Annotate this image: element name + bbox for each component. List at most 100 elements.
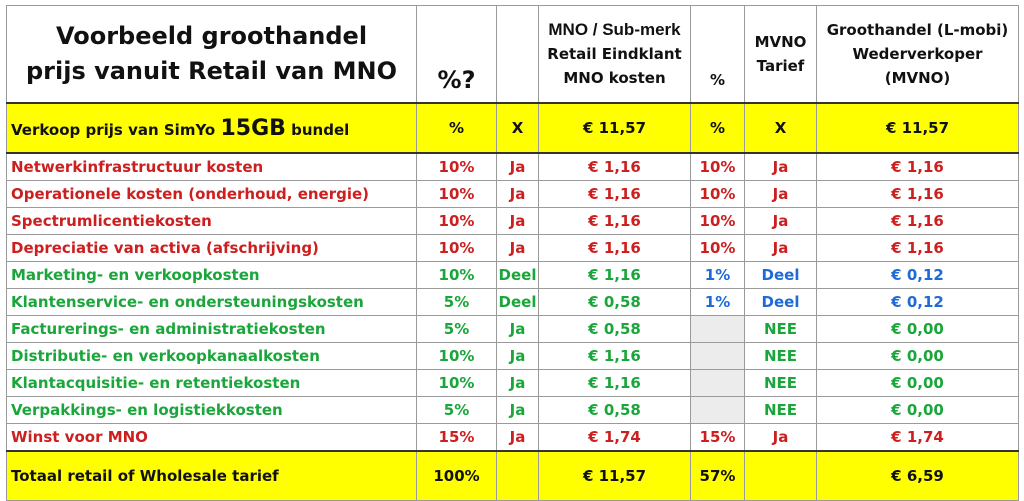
row-included: Ja (496, 423, 539, 452)
row-mno-cost: € 1,16 (538, 152, 691, 181)
row-mno-cost: € 1,16 (538, 261, 691, 289)
table-title: Voorbeeld groothandel prijs vanuit Retai… (6, 5, 417, 104)
header-wholesale-line-2: Wederverkoper (852, 45, 983, 63)
row-percent-2: 10% (690, 207, 745, 235)
row-mno-cost: € 1,74 (538, 423, 691, 452)
row-percent: 10% (416, 207, 497, 235)
total-row: Totaal retail of Wholesale tarief 100% €… (6, 450, 1019, 501)
header-percent: % (690, 5, 745, 104)
row-mvno: Ja (744, 234, 817, 262)
row-percent: 10% (416, 342, 497, 370)
sell-price-label: Verkoop prijs van SimYo 15GB bundel (6, 102, 417, 154)
header-mno-line-3: MNO kosten (563, 69, 666, 87)
table-row: Netwerkinfrastructuur kosten 10% Ja € 1,… (6, 152, 1019, 181)
row-percent: 5% (416, 315, 497, 343)
total-mno: € 11,57 (538, 450, 691, 501)
row-label: Klantenservice- en ondersteuningskosten (6, 288, 417, 316)
row-percent-2: 1% (690, 261, 745, 289)
row-mvno: Deel (744, 288, 817, 316)
row-percent: 10% (416, 261, 497, 289)
row-mvno: Ja (744, 207, 817, 235)
header-mno-line-2: Retail Eindklant (547, 45, 682, 63)
total-percent: 100% (416, 450, 497, 501)
row-mno-cost: € 0,58 (538, 315, 691, 343)
title-line-2: prijs vanuit Retail van MNO (25, 57, 398, 85)
sell-percent-2: % (690, 102, 745, 154)
row-mno-cost: € 1,16 (538, 234, 691, 262)
total-percent-2: 57% (690, 450, 745, 501)
row-label: Spectrumlicentiekosten (6, 207, 417, 235)
row-wholesale: € 1,16 (816, 207, 1019, 235)
header-mvno-line-1: MVNO (754, 33, 807, 51)
wholesale-price-table: Voorbeeld groothandel prijs vanuit Retai… (6, 5, 1019, 501)
sell-wholesale-price: € 11,57 (816, 102, 1019, 154)
header-mno: MNO / Sub-merk Retail Eindklant MNO kost… (538, 5, 691, 104)
row-included: Deel (496, 261, 539, 289)
row-mvno: Deel (744, 261, 817, 289)
row-percent-2: 15% (690, 423, 745, 452)
row-wholesale: € 1,16 (816, 152, 1019, 181)
row-percent-2: 10% (690, 180, 745, 208)
header-wholesale-line-1: Groothandel (L-mobi) (826, 21, 1009, 39)
row-percent-2 (690, 315, 745, 343)
row-included: Ja (496, 396, 539, 424)
row-percent-2 (690, 369, 745, 397)
row-label: Winst voor MNO (6, 423, 417, 452)
row-wholesale: € 1,74 (816, 423, 1019, 452)
row-mno-cost: € 1,16 (538, 342, 691, 370)
row-percent: 10% (416, 369, 497, 397)
header-row: Voorbeeld groothandel prijs vanuit Retai… (6, 5, 1019, 104)
total-label: Totaal retail of Wholesale tarief (6, 450, 417, 501)
row-included: Ja (496, 369, 539, 397)
row-wholesale: € 0,00 (816, 369, 1019, 397)
row-label: Marketing- en verkoopkosten (6, 261, 417, 289)
row-mvno: Ja (744, 423, 817, 452)
table-row: Marketing- en verkoopkosten 10% Deel € 1… (6, 261, 1019, 289)
table-row: Depreciatie van activa (afschrijving) 10… (6, 234, 1019, 262)
row-wholesale: € 1,16 (816, 180, 1019, 208)
row-label: Facturerings- en administratiekosten (6, 315, 417, 343)
row-mno-cost: € 1,16 (538, 180, 691, 208)
sell-label-pre: Verkoop prijs van SimYo (11, 120, 221, 139)
row-wholesale: € 0,00 (816, 396, 1019, 424)
row-wholesale: € 1,16 (816, 234, 1019, 262)
row-included: Ja (496, 207, 539, 235)
row-included: Ja (496, 315, 539, 343)
row-included: Deel (496, 288, 539, 316)
table-row: Spectrumlicentiekosten 10% Ja € 1,16 10%… (6, 207, 1019, 235)
row-percent-2 (690, 396, 745, 424)
header-percent-question: %? (416, 5, 497, 104)
row-percent: 10% (416, 234, 497, 262)
row-wholesale: € 0,12 (816, 261, 1019, 289)
row-percent-2: 10% (690, 234, 745, 262)
row-percent-2: 10% (690, 152, 745, 181)
header-mvno: MVNO Tarief (744, 5, 817, 104)
header-wholesale: Groothandel (L-mobi) Wederverkoper (MVNO… (816, 5, 1019, 104)
row-percent: 5% (416, 288, 497, 316)
row-mno-cost: € 1,16 (538, 369, 691, 397)
row-mvno: NEE (744, 396, 817, 424)
total-empty-cell (496, 450, 539, 501)
row-label: Verpakkings- en logistiekkosten (6, 396, 417, 424)
row-percent: 15% (416, 423, 497, 452)
row-mvno: NEE (744, 342, 817, 370)
row-percent-2: 1% (690, 288, 745, 316)
row-included: Ja (496, 152, 539, 181)
sell-mno-price: € 11,57 (538, 102, 691, 154)
sell-price-row: Verkoop prijs van SimYo 15GB bundel % X … (6, 102, 1019, 154)
row-mvno: Ja (744, 152, 817, 181)
row-mvno: NEE (744, 369, 817, 397)
row-percent: 10% (416, 180, 497, 208)
row-wholesale: € 0,00 (816, 315, 1019, 343)
row-included: Ja (496, 234, 539, 262)
row-included: Ja (496, 342, 539, 370)
sell-label-post: bundel (285, 120, 350, 139)
row-label: Operationele kosten (onderhoud, energie) (6, 180, 417, 208)
total-wholesale: € 6,59 (816, 450, 1019, 501)
row-wholesale: € 0,00 (816, 342, 1019, 370)
row-percent-2 (690, 342, 745, 370)
row-included: Ja (496, 180, 539, 208)
row-mno-cost: € 0,58 (538, 396, 691, 424)
header-mvno-line-2: Tarief (756, 57, 805, 75)
